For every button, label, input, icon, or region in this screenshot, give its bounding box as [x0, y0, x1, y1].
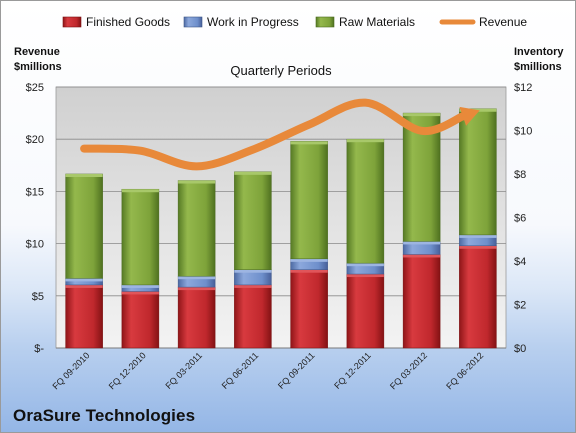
right-tick-label: $6 [514, 213, 526, 225]
bar-finished-goods-cap [290, 269, 328, 273]
bar-work-in-progress-cap [178, 276, 216, 280]
category-labels: FQ 09-2010 FQ 12-2010 FQ 03-2011 FQ 06-2011… [51, 350, 486, 391]
right-tick-label: $0 [514, 343, 526, 355]
bar-raw-materials [346, 138, 385, 264]
left-axis-title-line1: Revenue [14, 46, 60, 58]
legend-swatch-raw-materials [315, 16, 335, 28]
bar-finished-goods [234, 284, 272, 349]
category-label: FQ 09-2010 [51, 350, 92, 391]
category-label: FQ 12-2010 [107, 350, 148, 391]
bar-raw-materials-cap [290, 141, 328, 145]
bar-finished-goods-cap [346, 274, 384, 278]
right-tick-label: $2 [514, 300, 526, 312]
bar-finished-goods [121, 291, 160, 349]
left-tick-label: $5 [32, 291, 44, 303]
legend-item-work-in-progress: Work in Progress [183, 15, 299, 29]
left-axis-title-line2: $millions [14, 61, 62, 73]
bar-finished-goods [346, 273, 385, 349]
legend-swatch-finished-goods [62, 16, 82, 28]
legend: Finished Goods Work in Progress Raw Mate… [62, 15, 527, 29]
category-label: FQ 06-2012 [444, 350, 485, 391]
left-tick-label: $20 [26, 134, 44, 146]
left-axis-ticks: $- $5 $10 $15 $20 $25 [26, 82, 45, 355]
right-axis-title-line1: Inventory [514, 46, 564, 58]
bar-raw-materials-cap [121, 189, 159, 193]
bar-raw-materials-cap [346, 139, 384, 143]
right-tick-label: $12 [514, 82, 532, 94]
legend-swatch-work-in-progress [183, 16, 203, 28]
bar-finished-goods-cap [178, 287, 216, 291]
right-tick-label: $10 [514, 126, 532, 138]
right-axis-title-line2: $millions [514, 61, 562, 73]
bar-finished-goods [65, 284, 103, 349]
bar-raw-materials [177, 180, 216, 277]
left-tick-label: $15 [26, 186, 44, 198]
bar-raw-materials [121, 188, 160, 286]
right-axis-ticks: $0 $2 $4 $6 $8 $10 $12 [514, 82, 532, 355]
bar-finished-goods-cap [121, 291, 159, 295]
bar-finished-goods-cap [403, 254, 441, 258]
legend-label-raw-materials: Raw Materials [339, 15, 415, 29]
bar-raw-materials-cap [65, 174, 103, 177]
bar-work-in-progress-cap [459, 234, 497, 238]
bars [65, 108, 497, 349]
bar-finished-goods [290, 269, 328, 349]
bar-finished-goods-cap [234, 284, 272, 288]
category-label: FQ 03-2012 [388, 350, 429, 391]
bar-raw-materials [65, 173, 103, 279]
category-label: FQ 03-2011 [163, 350, 204, 391]
bar-raw-materials [234, 171, 272, 270]
revenue-line [80, 98, 467, 171]
company-name: OraSure Technologies [13, 406, 196, 425]
left-tick-label: $25 [26, 82, 44, 94]
bar-work-in-progress-cap [234, 269, 272, 273]
left-tick-label: $10 [26, 239, 44, 251]
legend-label-finished-goods: Finished Goods [86, 15, 170, 29]
bar-finished-goods [459, 245, 497, 349]
category-label: FQ 06-2011 [220, 350, 261, 391]
legend-label-work-in-progress: Work in Progress [207, 15, 299, 29]
bar-raw-materials-cap [178, 180, 216, 184]
revenue-arrow-head [459, 106, 480, 126]
legend-item-revenue: Revenue [439, 15, 527, 29]
bar-work-in-progress-cap [290, 258, 328, 262]
right-tick-label: $8 [514, 169, 526, 181]
right-tick-label: $4 [514, 256, 526, 268]
bar-raw-materials [459, 108, 497, 236]
bar-work-in-progress-cap [121, 284, 159, 288]
bar-work-in-progress-cap [403, 241, 441, 245]
legend-item-finished-goods: Finished Goods [62, 15, 170, 29]
bar-raw-materials-cap [403, 113, 441, 117]
bar-finished-goods [402, 254, 441, 349]
category-label: FQ 09-2011 [276, 350, 317, 391]
left-tick-label: $- [34, 343, 44, 355]
bar-finished-goods-cap [65, 284, 103, 288]
legend-item-raw-materials: Raw Materials [315, 15, 415, 29]
bar-raw-materials-cap [234, 171, 272, 175]
chart-title: Quarterly Periods [230, 63, 332, 78]
category-label: FQ 12-2011 [332, 350, 373, 391]
bar-finished-goods-cap [459, 245, 497, 249]
bar-raw-materials [290, 141, 328, 260]
bar-work-in-progress-cap [65, 278, 103, 282]
legend-label-revenue: Revenue [479, 15, 527, 29]
bar-finished-goods [177, 286, 216, 349]
bar-work-in-progress-cap [346, 263, 384, 267]
